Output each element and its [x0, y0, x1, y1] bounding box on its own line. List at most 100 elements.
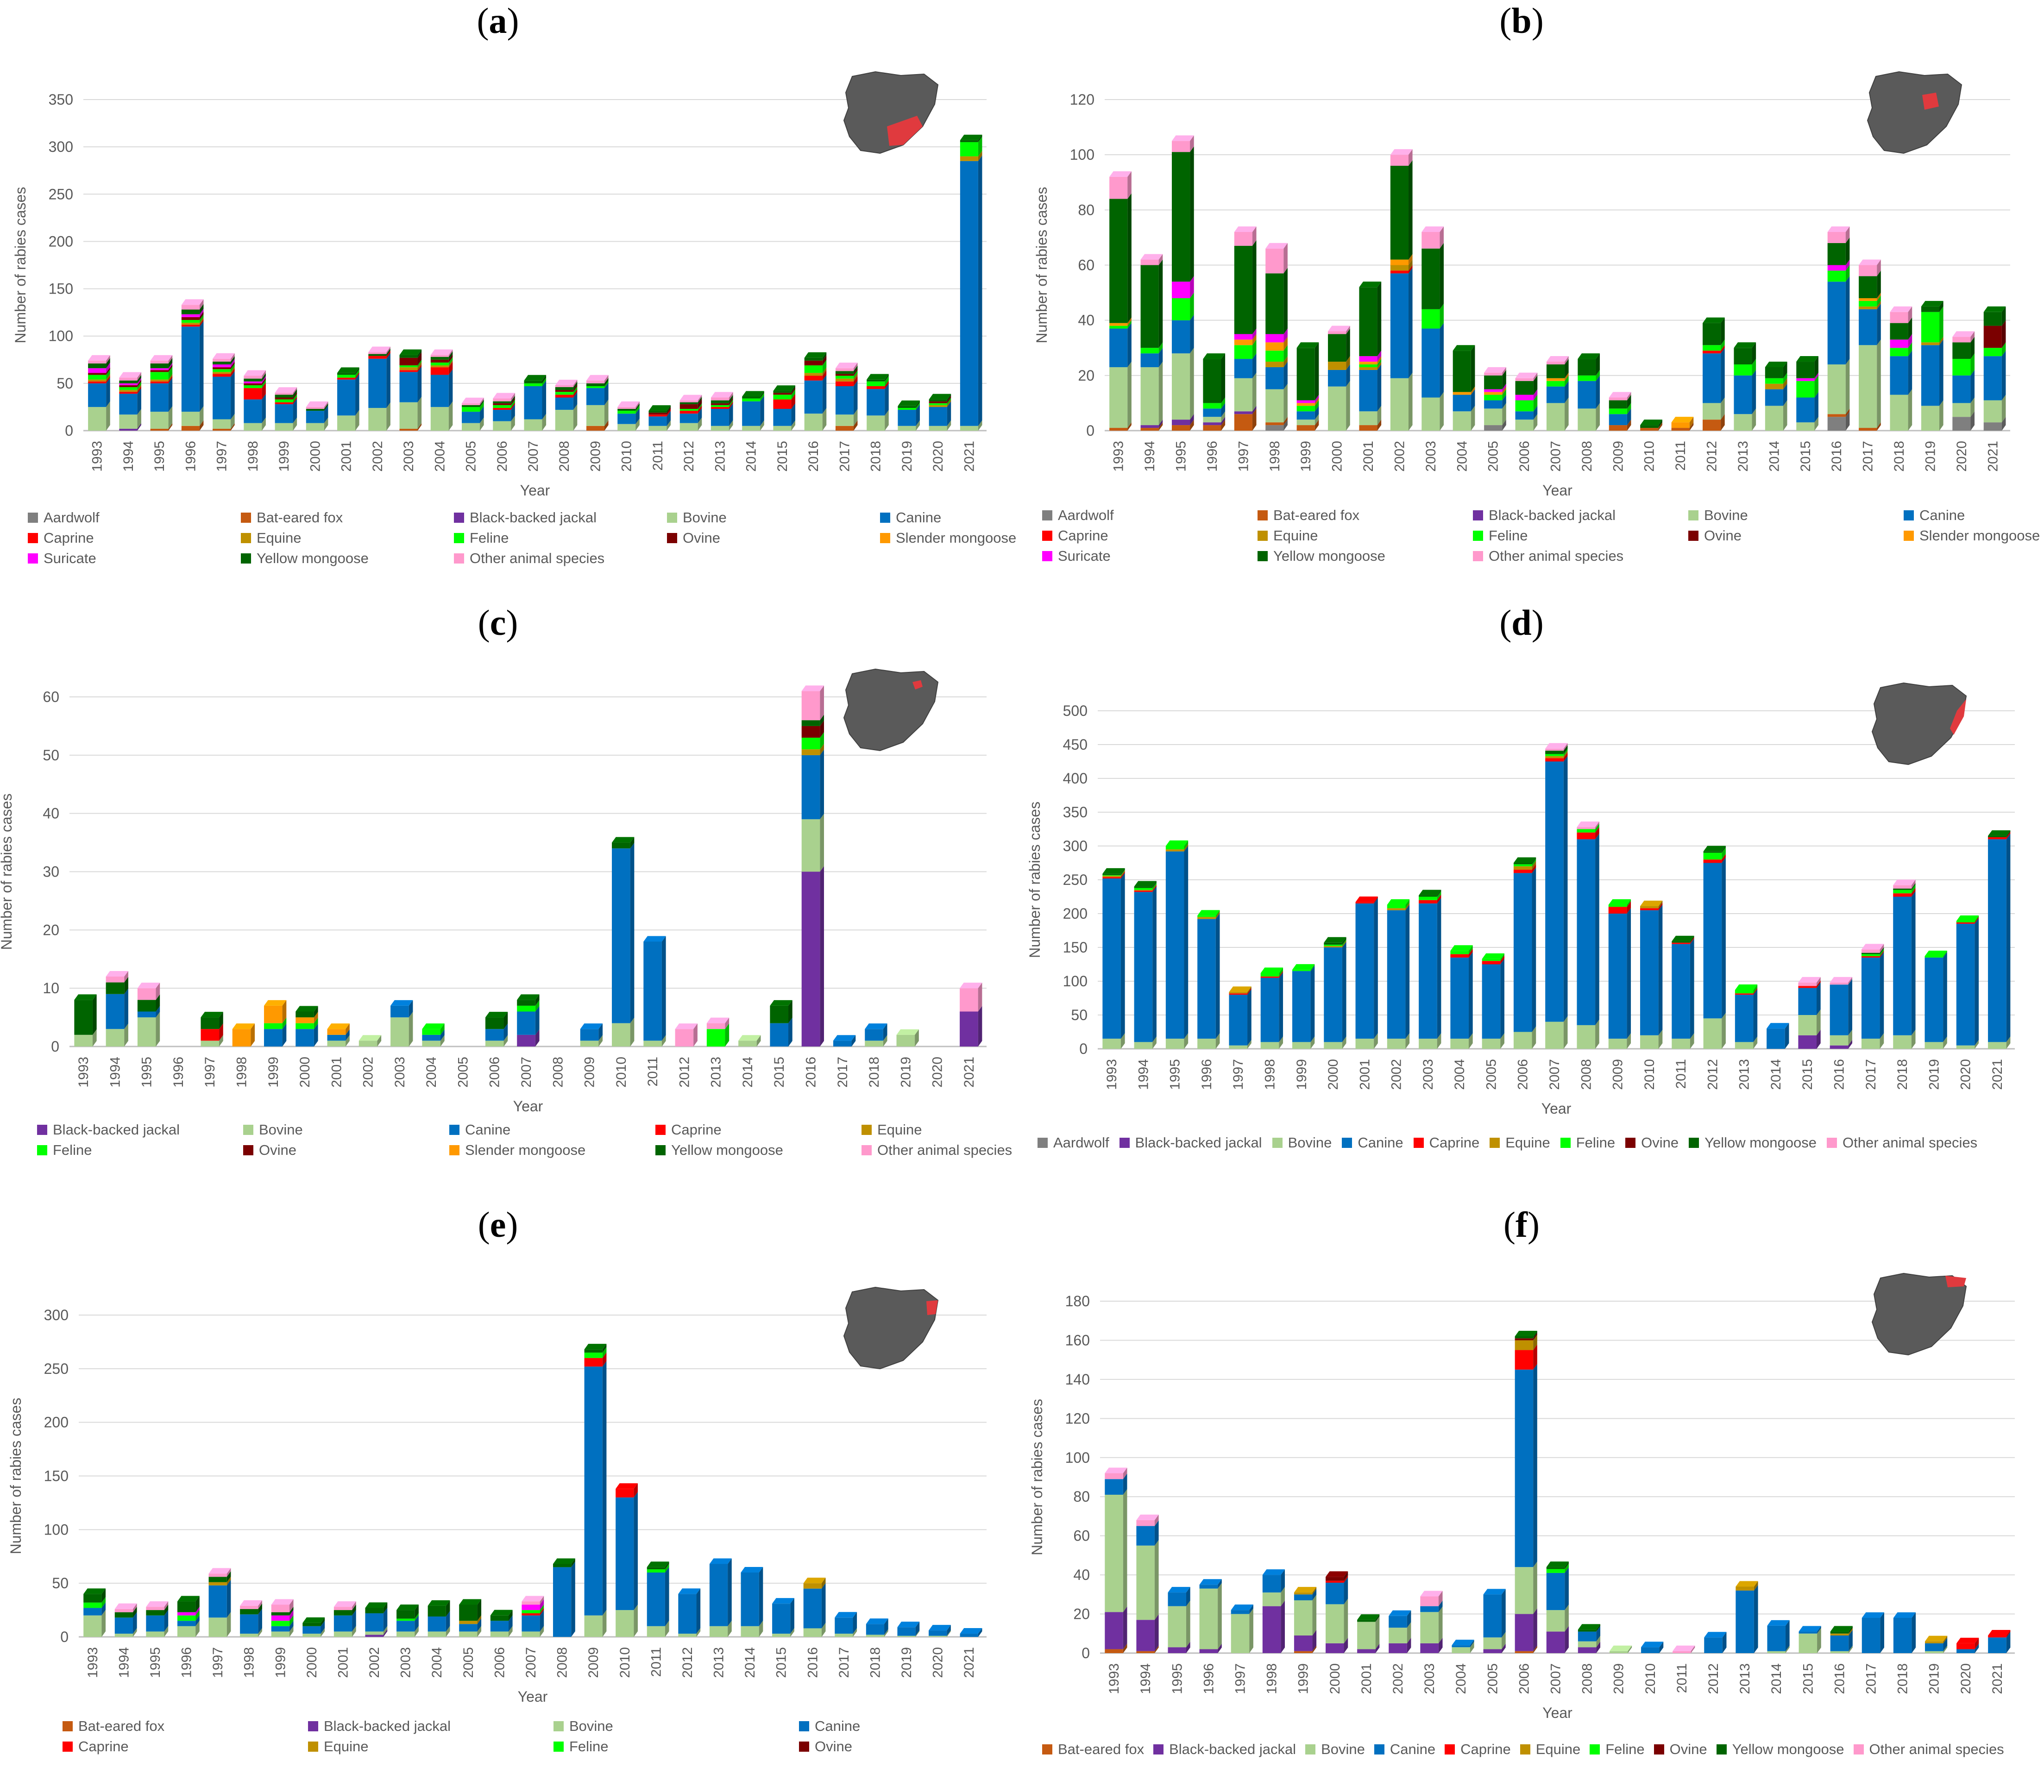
bar-segment — [1859, 293, 1881, 301]
bar-segment-front — [83, 1594, 102, 1603]
bar-segment — [584, 1347, 607, 1358]
bar-segment — [430, 369, 453, 407]
bar-segment — [1703, 857, 1726, 1019]
bar-segment-side — [542, 375, 547, 383]
bar-segment-front — [177, 1621, 196, 1626]
bar-segment — [929, 1630, 951, 1637]
bar-segment — [1983, 342, 2006, 357]
y-tick-label: 160 — [1065, 1332, 1090, 1348]
south-africa-map — [843, 1286, 939, 1370]
bar-segment-front — [1234, 378, 1252, 412]
bar-segment — [1294, 1630, 1317, 1651]
bar-top — [1453, 345, 1475, 351]
bar-top — [709, 1558, 732, 1564]
bar-segment-side — [1877, 422, 1881, 431]
bar-segment — [867, 380, 889, 389]
bar-top — [1328, 326, 1350, 332]
bar-top — [430, 349, 453, 355]
bar-segment — [1171, 314, 1194, 354]
bar-segment — [1359, 364, 1382, 412]
bar-segment-side — [1970, 337, 1975, 359]
bar-segment — [1296, 420, 1319, 431]
bar-segment-side — [1595, 827, 1599, 840]
bar-segment-side — [1152, 1036, 1157, 1049]
bar-segment-front — [181, 412, 200, 426]
bar-segment-side — [1468, 1033, 1473, 1049]
bar-segment-side — [1310, 964, 1315, 971]
bar-segment-side — [231, 371, 235, 420]
bar-segment-side — [293, 392, 297, 400]
bar-segment-side — [1908, 334, 1912, 348]
bar-segment — [1734, 370, 1756, 414]
legend-label: Ovine — [1641, 1134, 1679, 1151]
bar-segment — [1453, 345, 1475, 392]
bar-segment — [137, 983, 160, 1000]
legend-item: Caprine — [1042, 527, 1248, 544]
bar-segment — [1234, 240, 1257, 334]
bar-segment — [1292, 964, 1315, 971]
bar-segment-side — [480, 397, 484, 405]
bar-segment-side — [630, 837, 635, 849]
bar-segment-side — [106, 374, 110, 382]
bar-segment-front — [742, 398, 761, 401]
bar-segment-side — [415, 1613, 419, 1621]
bar-segment — [485, 1012, 508, 1029]
bar-segment — [327, 1035, 350, 1046]
bar-segment — [1798, 1009, 1821, 1035]
bar-segment-side — [915, 1630, 920, 1637]
bar-segment-side — [1158, 342, 1163, 354]
y-tick-label: 100 — [1065, 1449, 1090, 1466]
x-tick-label: 2000 — [308, 441, 323, 472]
legend-swatch — [243, 1145, 253, 1155]
bar-segment-side — [630, 1017, 635, 1046]
bar-segment — [181, 308, 204, 317]
bar-segment — [208, 1571, 231, 1582]
bar-segment-front — [522, 1604, 540, 1610]
bar-segment-side — [1405, 1033, 1410, 1049]
bar-segment — [88, 367, 110, 375]
x-tick-label: 1993 — [1111, 441, 1126, 472]
bar-segment — [898, 400, 920, 408]
bar-segment-front — [522, 1615, 540, 1632]
bar-segment-side — [124, 1023, 128, 1046]
bar-segment-side — [1817, 977, 1821, 986]
legend-label: Suricate — [1058, 548, 1111, 564]
bar-top — [1862, 1612, 1884, 1618]
bar-segment — [181, 304, 204, 314]
bar-segment-side — [1471, 345, 1475, 392]
bar-segment-side — [1848, 1029, 1852, 1046]
bar-segment-side — [760, 395, 764, 426]
bar-segment-front — [1703, 1018, 1722, 1049]
bar-segment — [368, 402, 390, 431]
bar-segment — [119, 382, 141, 390]
bar-segment-front — [1671, 428, 1690, 431]
bar-segment — [1861, 1033, 1884, 1049]
bar-segment-side — [511, 397, 515, 405]
bar-top — [1234, 226, 1257, 232]
bar-segment-front — [1450, 957, 1469, 1039]
bar-segment-side — [1314, 406, 1319, 420]
bar-segment — [232, 1023, 255, 1046]
bar-segment — [1796, 392, 1818, 423]
bar-segment-side — [1377, 351, 1382, 362]
bar-segment-side — [511, 404, 515, 421]
bar-segment-side — [1912, 1612, 1916, 1653]
x-tick-label: 2021 — [1990, 1059, 2005, 1090]
bar-segment — [555, 384, 578, 392]
bar-segment-front — [244, 385, 262, 388]
bar-segment-front — [1234, 334, 1252, 340]
bar-segment-front — [146, 1631, 164, 1637]
bar-segment-side — [1127, 422, 1132, 431]
bar-segment-front — [1265, 422, 1284, 426]
bar-segment-front — [83, 1608, 102, 1616]
bar-segment-side — [199, 317, 204, 325]
bar-segment-front — [555, 385, 573, 388]
bar-segment-side — [1190, 414, 1194, 426]
bar-segment — [1389, 1637, 1411, 1653]
bar-top — [1830, 977, 1852, 983]
bar-segment-side — [137, 379, 141, 388]
bar-segment-side — [352, 1604, 356, 1616]
bar-segment-front — [1827, 364, 1846, 414]
bar-segment — [396, 1613, 419, 1621]
bar-segment-front — [368, 358, 387, 408]
